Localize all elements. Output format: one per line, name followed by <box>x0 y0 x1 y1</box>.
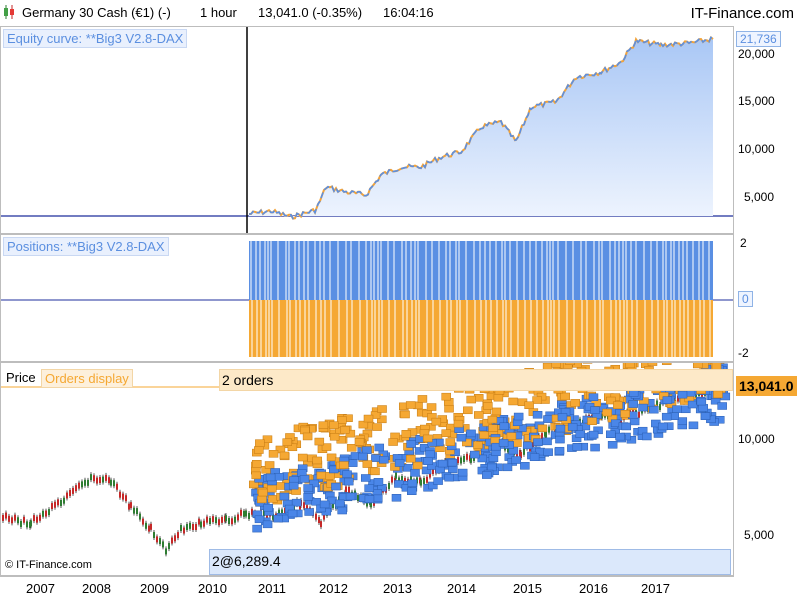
long-positions <box>249 241 713 300</box>
orders-display-label[interactable]: Orders display <box>41 369 133 388</box>
equity-panel-label[interactable]: Equity curve: **Big3 V2.8-DAX <box>3 29 187 48</box>
year-label: 2013 <box>383 581 412 596</box>
year-label: 2011 <box>258 581 286 596</box>
year-label: 2008 <box>82 581 111 596</box>
title-bar: Germany 30 Cash (€1) (-) 1 hour 13,041.0… <box>0 0 800 27</box>
price-y-axis[interactable]: 13,041.0 10,000 5,000 <box>734 362 800 576</box>
year-label: 2007 <box>26 581 55 596</box>
time-axis[interactable]: 2007 2008 2009 2010 2011 2012 2013 2014 … <box>0 576 734 601</box>
clock: 16:04:16 <box>383 5 434 20</box>
year-label: 2010 <box>198 581 227 596</box>
instrument-name[interactable]: Germany 30 Cash (€1) (-) <box>22 5 171 20</box>
year-label: 2016 <box>579 581 608 596</box>
equity-y-axis[interactable]: 21,736 20,000 15,000 10,000 5,000 <box>734 26 800 234</box>
timeframe-label[interactable]: 1 hour <box>200 5 237 20</box>
orders-count: 2 orders <box>222 372 273 388</box>
price-tick: 5,000 <box>744 528 774 542</box>
year-label: 2009 <box>140 581 169 596</box>
price-change: 13,041.0 (-0.35%) <box>258 5 362 20</box>
equity-tick: 20,000 <box>738 47 775 61</box>
price-label[interactable]: Price <box>3 369 39 386</box>
orders-banner[interactable]: 2 orders <box>219 369 733 391</box>
positions-zero-badge: 0 <box>738 291 753 307</box>
year-label: 2014 <box>447 581 476 596</box>
equity-tick: 10,000 <box>738 142 775 156</box>
equity-tick: 15,000 <box>738 94 775 108</box>
current-price-badge: 13,041.0 <box>736 376 797 396</box>
price-tick: 10,000 <box>738 432 775 446</box>
candlestick-icon[interactable] <box>2 3 16 24</box>
positions-tick: -2 <box>738 346 749 360</box>
positions-panel-label[interactable]: Positions: **Big3 V2.8-DAX <box>3 237 169 256</box>
price-chart <box>1 363 734 576</box>
year-label: 2015 <box>513 581 542 596</box>
equity-current-value: 21,736 <box>736 31 781 47</box>
positions-panel[interactable]: Positions: **Big3 V2.8-DAX <box>0 234 734 362</box>
equity-curve-panel[interactable]: Equity curve: **Big3 V2.8-DAX <box>0 26 734 234</box>
price-panel[interactable]: Price Orders display 2 orders 2@6,289.4 … <box>0 362 734 576</box>
equity-tick: 5,000 <box>744 190 774 204</box>
equity-curve-chart <box>1 27 734 234</box>
positions-y-axis[interactable]: 2 0 -2 <box>734 234 800 362</box>
year-label: 2017 <box>641 581 670 596</box>
year-label: 2012 <box>319 581 348 596</box>
positions-tick: 2 <box>740 236 747 250</box>
bottom-orders-banner[interactable]: 2@6,289.4 <box>209 549 731 575</box>
brand-label: IT-Finance.com <box>691 5 794 22</box>
watermark: © IT-Finance.com <box>5 559 92 571</box>
bottom-orders-label: 2@6,289.4 <box>212 553 281 569</box>
